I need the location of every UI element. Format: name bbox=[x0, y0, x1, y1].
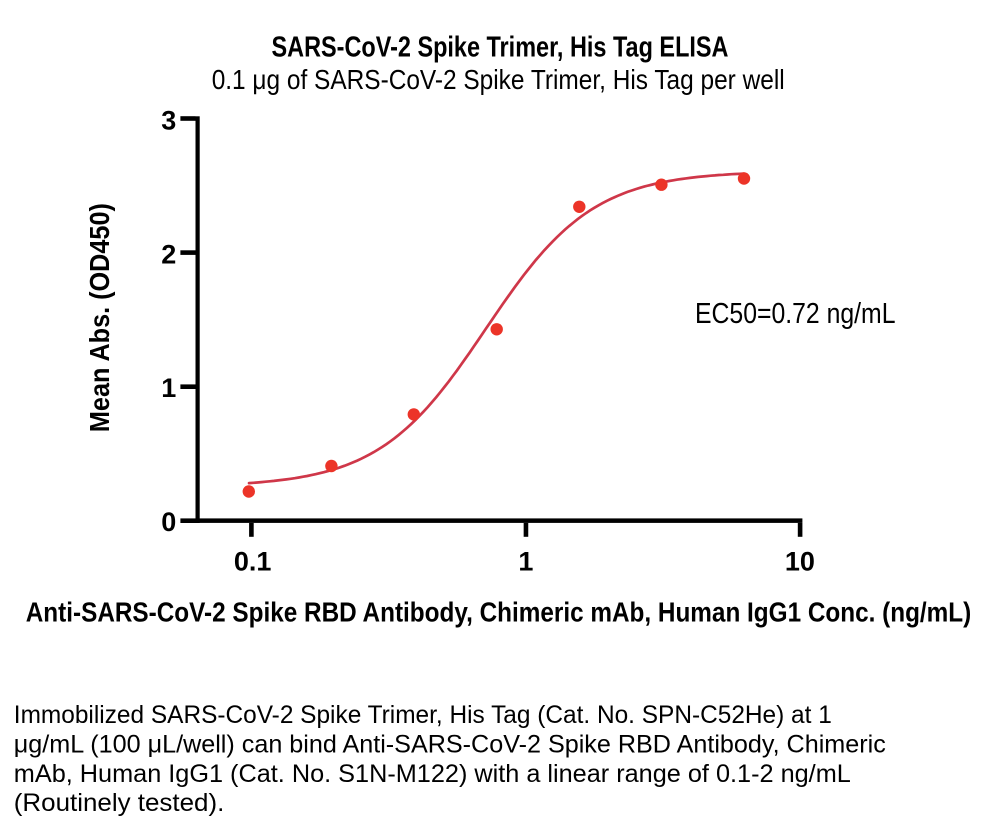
svg-text:0.1: 0.1 bbox=[234, 547, 272, 577]
svg-text:Immobilized SARS-CoV-2 Spike T: Immobilized SARS-CoV-2 Spike Trimer, His… bbox=[14, 701, 832, 729]
svg-text:3: 3 bbox=[161, 106, 176, 136]
svg-text:EC50=0.72 ng/mL: EC50=0.72 ng/mL bbox=[695, 298, 896, 330]
svg-text:2: 2 bbox=[161, 239, 176, 269]
svg-text:10: 10 bbox=[785, 547, 815, 577]
svg-text:0.1 μg of SARS-CoV-2 Spike Tri: 0.1 μg of SARS-CoV-2 Spike Trimer, His T… bbox=[212, 64, 785, 95]
svg-text:(Routinely tested).: (Routinely tested). bbox=[14, 789, 224, 817]
svg-text:1: 1 bbox=[518, 547, 533, 577]
svg-text:μg/mL (100 μL/well) can bind A: μg/mL (100 μL/well) can bind Anti-SARS-C… bbox=[14, 730, 886, 758]
svg-text:Mean Abs. (OD450): Mean Abs. (OD450) bbox=[84, 203, 115, 432]
svg-text:1: 1 bbox=[161, 373, 176, 403]
svg-text:0: 0 bbox=[161, 507, 176, 537]
svg-text:mAb, Human IgG1 (Cat. No. S1N-: mAb, Human IgG1 (Cat. No. S1N-M122) with… bbox=[14, 760, 851, 788]
svg-text:SARS-CoV-2 Spike Trimer, His T: SARS-CoV-2 Spike Trimer, His Tag ELISA bbox=[272, 32, 729, 64]
svg-text:Anti-SARS-CoV-2 Spike RBD Anti: Anti-SARS-CoV-2 Spike RBD Antibody, Chim… bbox=[26, 596, 972, 627]
